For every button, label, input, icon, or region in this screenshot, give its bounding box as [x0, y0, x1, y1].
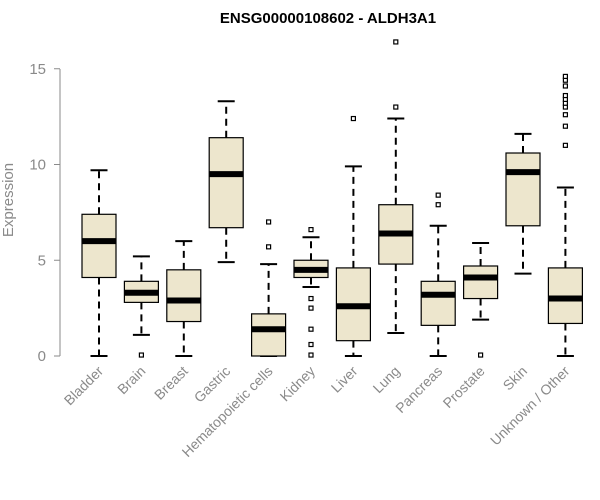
category-label-liver: Liver: [328, 363, 361, 396]
box-iqr: [208, 137, 244, 229]
category-label-brain: Brain: [114, 363, 148, 397]
outlier-point: [308, 341, 314, 348]
box-kidney: [293, 227, 329, 358]
outlier-point: [393, 104, 399, 110]
y-tick-label-0: 0: [38, 348, 46, 365]
box-unknown-other: [547, 73, 584, 357]
outlier-point: [266, 219, 272, 225]
box-pancreas: [420, 192, 456, 357]
box-skin: [505, 132, 541, 275]
boxes: [81, 39, 584, 358]
box-gastric: [208, 100, 244, 264]
outlier-point: [308, 305, 314, 311]
category-label-unknown-other: Unknown / Other: [487, 363, 573, 449]
category-label-kidney: Kidney: [277, 363, 319, 405]
outlier-point: [266, 244, 272, 250]
box-iqr: [251, 313, 287, 357]
outlier-point: [350, 115, 356, 122]
category-label-lung: Lung: [370, 363, 403, 396]
box-iqr: [420, 280, 456, 326]
box-lung: [378, 39, 414, 335]
outlier-point: [562, 123, 569, 129]
outlier-point: [308, 326, 314, 332]
box-bladder: [81, 169, 117, 357]
outlier-point: [562, 92, 569, 99]
category-label-bladder: Bladder: [61, 363, 107, 409]
outlier-point: [562, 83, 569, 89]
y-tick-label-10: 10: [29, 157, 46, 174]
outlier-point: [308, 352, 314, 358]
y-tick-label-15: 15: [29, 61, 46, 78]
box-brain: [123, 255, 160, 358]
outlier-point: [562, 112, 569, 118]
category-label-skin: Skin: [500, 363, 531, 394]
outlier-point: [308, 295, 314, 302]
outlier-point: [308, 227, 314, 233]
box-breast: [166, 240, 202, 357]
outlier-point: [562, 73, 569, 80]
outlier-point: [393, 39, 399, 45]
category-label-prostate: Prostate: [440, 363, 488, 411]
box-hematopoietic-cells: [251, 219, 287, 357]
box-iqr: [463, 265, 499, 300]
category-label-breast: Breast: [151, 363, 191, 403]
y-axis-label: Expression: [0, 163, 17, 237]
y-tick-label-5: 5: [38, 252, 46, 269]
outlier-point: [138, 352, 144, 358]
box-iqr: [81, 213, 117, 279]
category-label-pancreas: Pancreas: [392, 363, 445, 416]
outlier-point: [562, 142, 569, 148]
box-iqr: [505, 152, 541, 227]
chart-title: ENSG00000108602 - ALDH3A1: [220, 10, 436, 27]
y-ticks: 0 5 10 15: [29, 61, 60, 365]
box-iqr: [166, 269, 202, 323]
box-prostate: [463, 242, 499, 358]
outlier-point: [435, 192, 441, 198]
outlier-point: [478, 352, 484, 358]
box-liver: [335, 115, 371, 357]
outlier-point: [435, 202, 441, 208]
